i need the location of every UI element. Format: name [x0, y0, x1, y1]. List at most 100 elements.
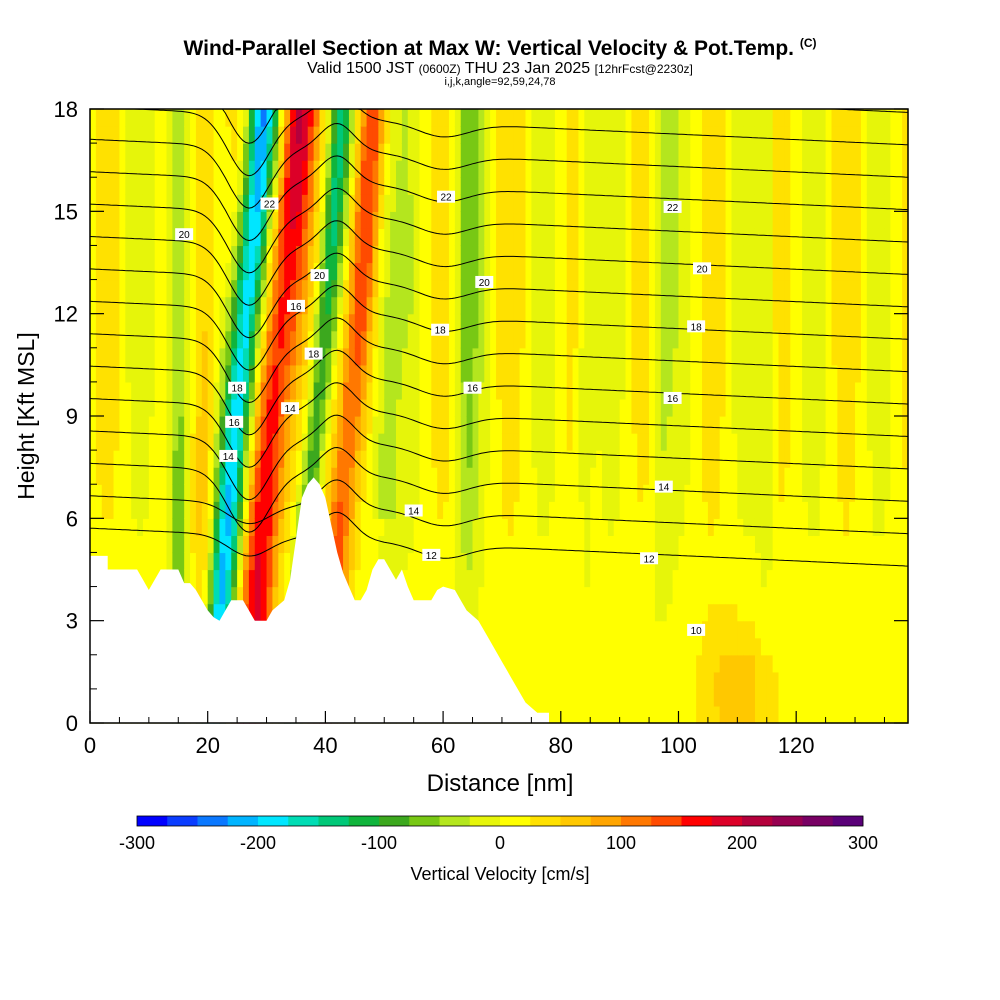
field-cell	[707, 126, 715, 144]
field-cell	[902, 450, 909, 468]
field-cell	[213, 109, 221, 127]
field-cell	[601, 228, 609, 247]
field-cell	[237, 109, 244, 127]
field-cell	[131, 467, 138, 485]
field-cell	[337, 194, 344, 212]
field-cell	[855, 569, 862, 588]
field-cell	[725, 245, 733, 264]
field-cell	[101, 262, 109, 281]
field-cell	[743, 364, 750, 383]
field-cell	[443, 416, 450, 434]
field-cell	[184, 194, 191, 212]
field-cell	[707, 177, 715, 195]
field-cell	[843, 126, 850, 144]
field-cell	[207, 143, 215, 161]
field-cell	[678, 143, 685, 161]
field-cell	[696, 381, 703, 400]
field-cell	[513, 245, 521, 264]
field-cell	[684, 279, 691, 298]
field-cell	[543, 501, 550, 519]
field-cell	[549, 569, 556, 588]
field-cell	[855, 586, 862, 605]
field-cell	[460, 160, 468, 178]
field-cell	[148, 194, 156, 212]
field-cell	[572, 228, 580, 247]
field-cell	[778, 279, 786, 298]
field-cell	[707, 433, 715, 451]
field-cell	[872, 688, 880, 707]
field-cell	[696, 109, 703, 127]
field-cell	[554, 330, 562, 349]
field-cell	[319, 330, 326, 349]
field-cell	[796, 416, 803, 434]
field-cell	[707, 296, 715, 315]
field-cell	[578, 296, 585, 315]
field-cell	[831, 620, 838, 639]
field-cell	[190, 484, 197, 502]
field-cell	[849, 620, 856, 639]
field-cell	[466, 194, 474, 212]
field-cell	[849, 416, 856, 434]
field-cell	[378, 245, 385, 264]
field-cell	[95, 347, 103, 366]
chart-subtitle: Valid 1500 JST (0600Z) THU 23 Jan 2025 […	[0, 60, 1000, 78]
field-cell	[860, 637, 868, 656]
field-cell	[560, 535, 568, 554]
field-cell	[731, 433, 738, 451]
field-cell	[749, 535, 756, 554]
field-cell	[484, 279, 491, 298]
field-cell	[148, 398, 156, 417]
field-cell	[354, 177, 362, 195]
field-cell	[248, 262, 256, 281]
field-cell	[749, 160, 756, 178]
field-cell	[307, 467, 315, 485]
field-cell	[460, 416, 468, 434]
field-cell	[372, 416, 379, 434]
field-cell	[478, 569, 485, 588]
field-cell	[743, 586, 750, 605]
field-cell	[390, 433, 397, 451]
field-cell	[166, 313, 173, 332]
field-cell	[254, 245, 262, 264]
field-cell	[807, 296, 815, 315]
field-cell	[290, 467, 297, 485]
field-cell	[131, 330, 138, 349]
field-cell	[749, 398, 756, 417]
field-cell	[337, 535, 344, 554]
field-cell	[554, 484, 562, 502]
field-cell	[260, 603, 268, 622]
field-cell	[719, 705, 727, 724]
field-cell	[737, 603, 744, 622]
field-cell	[390, 313, 397, 332]
field-cell	[401, 279, 409, 298]
field-cell	[631, 535, 638, 554]
field-cell	[184, 518, 191, 536]
field-cell	[254, 484, 262, 502]
field-cell	[860, 143, 868, 161]
field-cell	[843, 398, 850, 417]
field-cell	[213, 433, 221, 451]
field-cell	[566, 484, 574, 502]
field-cell	[437, 347, 444, 366]
field-cell	[478, 330, 485, 349]
field-cell	[890, 620, 897, 639]
field-cell	[566, 177, 574, 195]
field-cell	[348, 279, 356, 298]
field-cell	[401, 518, 409, 536]
field-cell	[860, 569, 868, 588]
field-cell	[507, 433, 515, 451]
field-cell	[631, 313, 638, 332]
field-cell	[684, 228, 691, 247]
field-cell	[266, 126, 274, 144]
field-cell	[131, 245, 138, 264]
field-cell	[142, 535, 150, 554]
field-cell	[466, 160, 474, 178]
field-cell	[625, 603, 633, 622]
field-cell	[743, 518, 750, 536]
field-cell	[331, 313, 338, 332]
field-cell	[142, 330, 150, 349]
field-cell	[737, 279, 744, 298]
field-cell	[519, 433, 527, 451]
field-cell	[425, 279, 432, 298]
field-cell	[672, 143, 680, 161]
